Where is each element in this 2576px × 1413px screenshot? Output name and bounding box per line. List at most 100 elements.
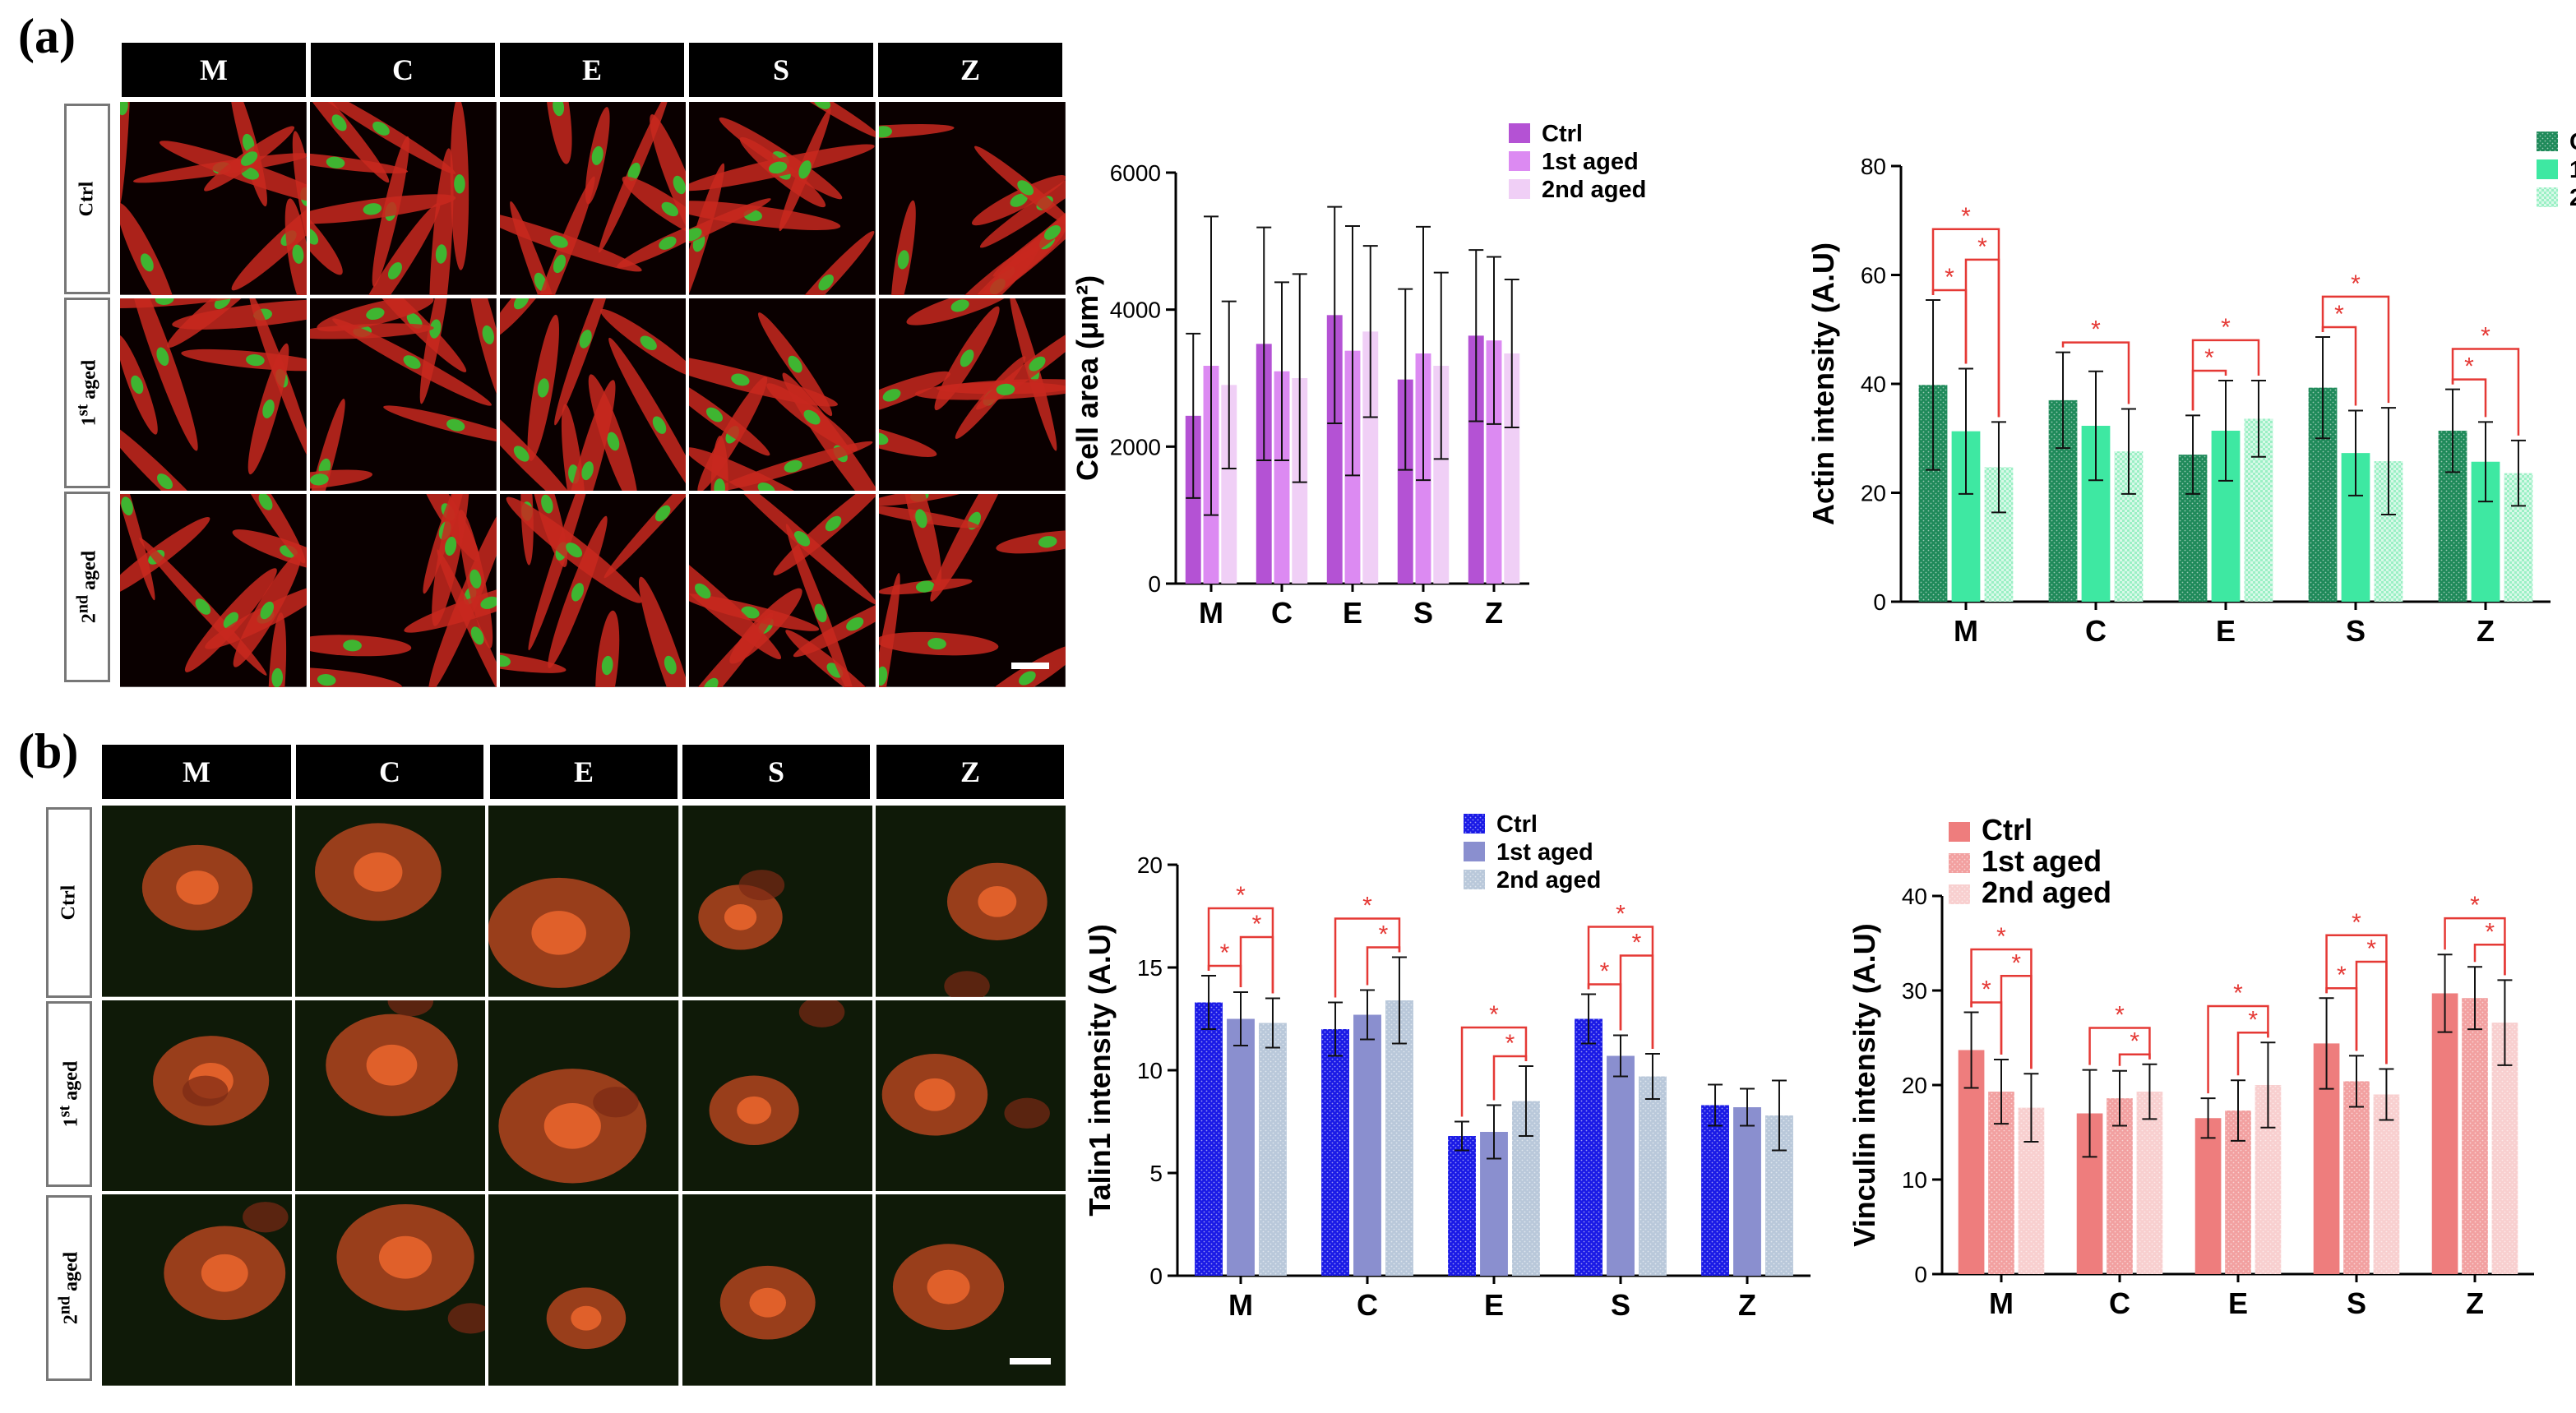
bar (1385, 1000, 1413, 1276)
y-tick-label: 6000 (1110, 160, 1161, 186)
bar (1227, 1018, 1255, 1276)
column-header: M (122, 43, 306, 97)
bar (1397, 379, 1413, 584)
significance-star: * (2130, 1028, 2139, 1055)
y-tick-label: 0 (1873, 589, 1886, 615)
micrograph-image (875, 1194, 1066, 1386)
micrograph-image (682, 806, 872, 997)
bar (2343, 1081, 2370, 1274)
bar (1575, 1018, 1602, 1276)
micrograph-image (309, 102, 497, 295)
x-tick-label: M (1989, 1286, 2014, 1320)
y-axis-label: Talin1 intensity (A.U) (1083, 924, 1117, 1216)
scale-bar (1010, 1358, 1051, 1365)
micrograph-image (295, 806, 486, 997)
micrograph-image (879, 102, 1066, 295)
row-label-rest: aged (60, 1251, 82, 1296)
x-tick-label: C (1357, 1288, 1378, 1322)
bar (1326, 315, 1343, 584)
bar (1607, 1055, 1635, 1276)
micrograph-grid-a (120, 102, 1066, 687)
column-header: E (500, 43, 684, 97)
x-tick-label: S (1413, 596, 1433, 630)
x-tick-label: S (1611, 1288, 1630, 1322)
x-tick-label: Z (2477, 614, 2495, 648)
column-header: Z (876, 745, 1064, 799)
bar (2136, 1092, 2163, 1274)
bar (2194, 1118, 2222, 1274)
y-tick-label: 10 (1137, 1058, 1163, 1083)
x-tick-label: E (2228, 1286, 2248, 1320)
significance-bracket (2325, 934, 2388, 1064)
significance-bracket (1207, 907, 1274, 994)
y-axis-label: Vinculin intensity (A.U) (1848, 923, 1881, 1246)
x-tick-label: S (2347, 1286, 2366, 1320)
micrograph-image (689, 494, 876, 687)
micrograph-image (102, 1000, 293, 1192)
significance-bracket (1334, 917, 1401, 998)
row-label-text: 1st aged (56, 1061, 83, 1127)
significance-star: * (1505, 1030, 1515, 1057)
significance-star: * (1379, 921, 1389, 949)
x-tick-label: S (2346, 614, 2366, 648)
significance-bracket (2207, 1004, 2269, 1094)
bar (1639, 1076, 1667, 1276)
significance-star: * (1362, 893, 1372, 920)
legend-label: 2nd aged (1542, 177, 1646, 203)
legend-label: 1st aged (1496, 839, 1593, 866)
y-tick-label: 80 (1861, 154, 1886, 179)
row-label-sup: nd (55, 1295, 74, 1315)
significance-star: * (2366, 935, 2376, 963)
y-tick-label: 40 (1902, 884, 1927, 909)
bar (1362, 331, 1379, 584)
bar (2431, 993, 2458, 1274)
significance-bracket (2355, 960, 2388, 1064)
row-label-1st-aged: 1st aged (64, 298, 110, 488)
x-tick-label: E (2216, 614, 2236, 648)
significance-star: * (2248, 1006, 2258, 1033)
y-tick-label: 4000 (1110, 298, 1161, 323)
legend-label: 1st aged (1542, 149, 1639, 175)
micrograph-image (499, 102, 687, 295)
panel-label-a: (a) (18, 9, 76, 63)
column-header: M (102, 745, 291, 799)
significance-bracket (2088, 1027, 2151, 1065)
significance-bracket (2191, 369, 2227, 411)
bar (1504, 353, 1520, 584)
micrograph-image (309, 494, 497, 687)
significance-star: * (2233, 980, 2243, 1007)
significance-star: * (2352, 909, 2361, 936)
significance-star: * (1600, 958, 1610, 986)
micrograph-image (295, 1000, 486, 1192)
micrograph-image (120, 494, 307, 687)
legend-swatch (1949, 853, 1970, 873)
significance-star: * (2485, 918, 2495, 945)
legend-swatch (2537, 132, 2558, 151)
legend-label: Ctrl (1496, 811, 1538, 838)
bar (2462, 998, 2488, 1274)
y-tick-label: 0 (1914, 1262, 1927, 1287)
significance-star: * (1616, 901, 1626, 928)
row-label-2nd-aged: 2nd aged (64, 492, 110, 682)
micrograph-image (120, 298, 307, 492)
y-tick-label: 15 (1137, 955, 1163, 981)
y-axis-label: Actin intensity (A.U) (1806, 242, 1840, 525)
significance-bracket (2444, 917, 2506, 976)
micrograph-image (499, 298, 687, 492)
significance-star: * (1236, 882, 1246, 909)
column-header: S (682, 745, 870, 799)
significance-star: * (1220, 940, 1230, 967)
x-tick-label: E (1343, 596, 1362, 630)
micrograph-image (689, 102, 876, 295)
legend-label: 1st aged (2569, 157, 2576, 183)
bar (2373, 1094, 2400, 1274)
legend-label: 2nd aged (1496, 867, 1601, 894)
bar (1486, 340, 1502, 584)
row-label-sup: nd (73, 594, 92, 614)
y-tick-label: 0 (1149, 1263, 1163, 1289)
significance-star: * (1945, 264, 1954, 291)
significance-star: * (1996, 923, 2006, 950)
bar (1274, 371, 1290, 584)
micrograph-image (295, 1194, 486, 1386)
